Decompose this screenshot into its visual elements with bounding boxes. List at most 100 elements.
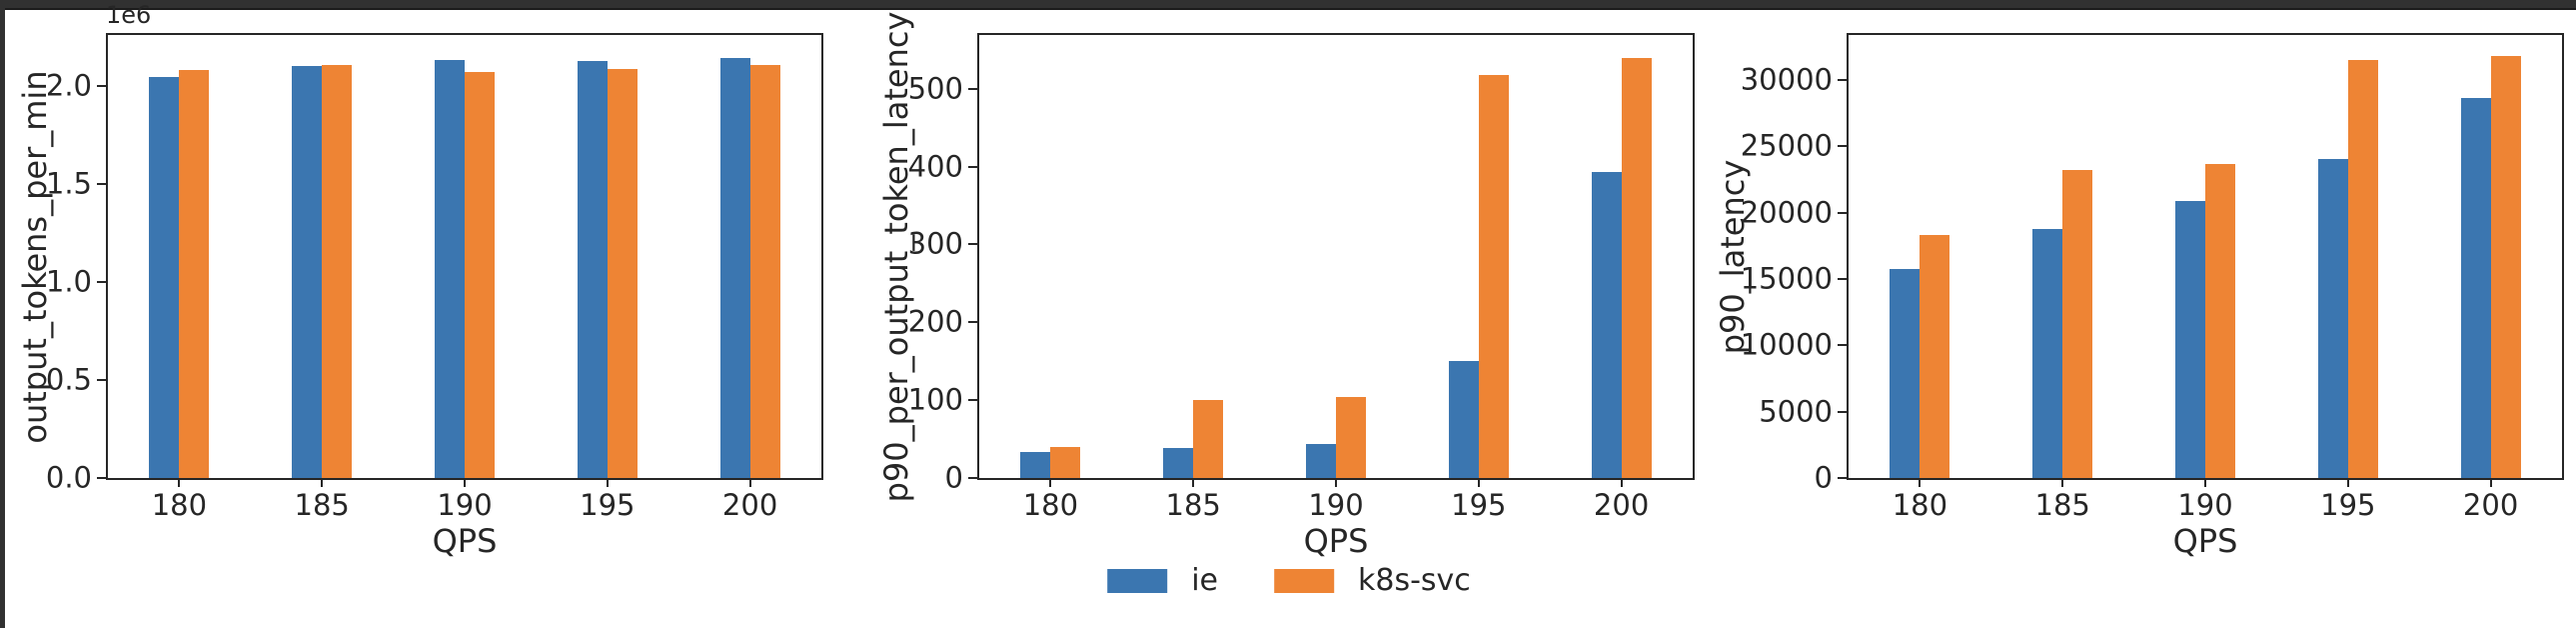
y-tick-mark	[97, 281, 106, 284]
x-tick-mark	[2489, 478, 2492, 487]
bar-ie-qps-200	[1591, 172, 1622, 478]
y-tick-label: 5000	[1759, 394, 1833, 429]
y-tick-mark	[1838, 79, 1847, 82]
bar-k8s-svc-qps-200	[2490, 56, 2521, 478]
x-tick-label: 185	[294, 488, 350, 522]
x-tick-mark	[464, 478, 466, 487]
bar-k8s-svc-qps-180	[179, 69, 210, 478]
window-edge-left	[0, 0, 5, 628]
y-tick-label: 300	[907, 226, 963, 261]
y-tick-label: 100	[907, 382, 963, 417]
y-axis-label: output_tokens_per_min	[16, 69, 54, 444]
bar-ie-qps-195	[1448, 361, 1479, 478]
y-tick-mark	[968, 87, 977, 90]
x-tick-mark	[321, 478, 324, 487]
x-tick-label: 185	[2034, 488, 2090, 522]
bar-ie-qps-200	[2460, 98, 2491, 478]
bar-k8s-svc-qps-190	[465, 71, 495, 478]
legend-swatch-ie	[1107, 569, 1168, 593]
y-tick-mark	[968, 165, 977, 168]
y-tick-label: 200	[907, 304, 963, 339]
y-tick-mark	[97, 85, 106, 88]
y-tick-mark	[1838, 211, 1847, 214]
y-tick-label: 20000	[1740, 195, 1833, 230]
legend-item-k8s-svc: k8s-svc	[1274, 566, 1471, 596]
x-tick-mark	[748, 478, 751, 487]
y-tick-label: 1.5	[45, 166, 92, 201]
y-axis-label: p90_per_output_token_latency	[877, 11, 915, 502]
y-axis-label: p90_latency	[1714, 159, 1752, 354]
bar-ie-qps-185	[2032, 228, 2063, 478]
y-tick-label: 0.0	[45, 460, 92, 495]
legend-item-ie: ie	[1107, 566, 1218, 596]
y-tick-label: 500	[907, 71, 963, 106]
y-tick-mark	[968, 243, 977, 246]
bar-group-qps-200	[1591, 35, 1652, 478]
bar-ie-qps-190	[1306, 443, 1336, 478]
x-axis-label: QPS	[2172, 522, 2238, 560]
x-tick-mark	[1049, 478, 1052, 487]
y-tick-label: 0	[1814, 460, 1833, 495]
bar-k8s-svc-qps-195	[2347, 59, 2378, 478]
y-tick-mark	[97, 477, 106, 479]
x-tick-label: 195	[2320, 488, 2376, 522]
x-tick-mark	[606, 478, 609, 487]
x-tick-label: 190	[437, 488, 493, 522]
x-tick-label: 180	[1022, 488, 1079, 522]
bar-group-qps-180	[149, 35, 210, 478]
bar-k8s-svc-qps-195	[1478, 74, 1509, 478]
x-tick-label: 190	[2177, 488, 2233, 522]
bar-k8s-svc-qps-180	[1050, 446, 1081, 478]
x-tick-mark	[1192, 478, 1195, 487]
window-edge-top	[0, 0, 2576, 10]
y-tick-label: 1.0	[45, 264, 92, 299]
y-tick-label: 2.0	[45, 68, 92, 103]
x-tick-label: 200	[1593, 488, 1650, 522]
y-tick-mark	[97, 183, 106, 186]
bar-ie-qps-185	[1163, 448, 1194, 478]
bar-ie-qps-190	[435, 60, 465, 478]
legend-label: k8s-svc	[1358, 563, 1471, 598]
y-axis-offset-text: 1e6	[106, 1, 152, 29]
bar-group-qps-185	[1163, 35, 1224, 478]
bar-k8s-svc-qps-200	[1621, 57, 1652, 478]
y-tick-label: 0.5	[45, 362, 92, 397]
x-tick-mark	[178, 478, 181, 487]
axes-box: 0.0 0.5 1.0 1.5 2.0 180 185 190 195 200 QPS 1e6	[46, 3, 823, 557]
bar-group-qps-200	[2460, 35, 2521, 478]
x-tick-mark	[1620, 478, 1623, 487]
bar-group-qps-180	[1890, 35, 1950, 478]
bar-ie-qps-180	[1020, 452, 1051, 478]
x-tick-mark	[2204, 478, 2206, 487]
y-tick-mark	[1838, 145, 1847, 148]
x-tick-label: 200	[721, 488, 778, 522]
axes-box: 0 100 200 300 400 500 180 185 190 195 200 QPS	[908, 33, 1695, 557]
x-tick-mark	[2346, 478, 2349, 487]
y-tick-label: 400	[907, 149, 963, 184]
y-tick-mark	[1838, 477, 1847, 479]
x-tick-mark	[1477, 478, 1480, 487]
bar-group-qps-180	[1020, 35, 1081, 478]
y-tick-label: 10000	[1740, 327, 1833, 362]
bar-group-qps-190	[435, 35, 495, 478]
y-tick-label: 15000	[1740, 261, 1833, 296]
x-tick-label: 190	[1308, 488, 1364, 522]
x-tick-mark	[2061, 478, 2064, 487]
x-tick-label: 180	[1892, 488, 1948, 522]
x-axis-label: QPS	[432, 522, 498, 560]
bar-k8s-svc-qps-190	[1336, 397, 1366, 478]
axes-box: 0 5000 10000 15000 20000 25000 30000 180 185 190 1…	[1741, 33, 2564, 557]
bar-k8s-svc-qps-190	[2205, 163, 2235, 478]
y-tick-label: 30000	[1740, 62, 1833, 97]
bar-group-qps-185	[292, 35, 353, 478]
bar-group-qps-195	[1448, 35, 1509, 478]
bar-k8s-svc-qps-195	[607, 69, 638, 478]
y-tick-mark	[968, 321, 977, 324]
x-tick-label: 195	[1451, 488, 1507, 522]
x-tick-label: 185	[1165, 488, 1221, 522]
legend: ie k8s-svc	[1107, 566, 1471, 596]
bar-group-qps-195	[577, 35, 638, 478]
x-tick-mark	[1335, 478, 1337, 487]
bar-k8s-svc-qps-180	[1920, 234, 1950, 478]
